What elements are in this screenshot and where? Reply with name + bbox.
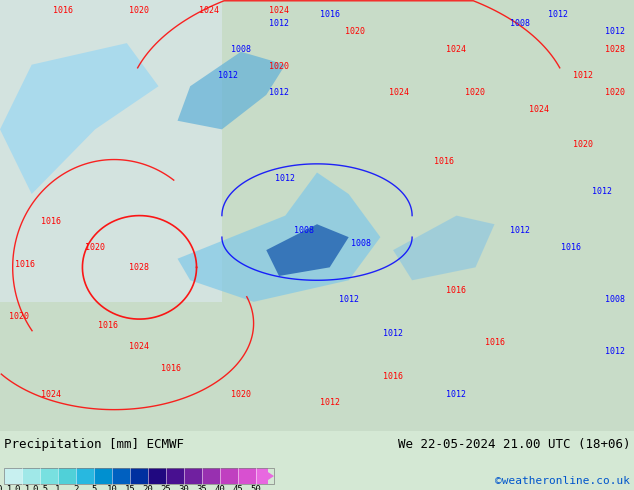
Text: 1024: 1024 <box>129 343 150 351</box>
Text: 1024: 1024 <box>41 390 61 399</box>
Text: 1012: 1012 <box>275 174 295 183</box>
Text: 1028: 1028 <box>129 263 150 272</box>
FancyArrow shape <box>202 468 220 484</box>
FancyArrow shape <box>238 468 256 484</box>
Text: 1016: 1016 <box>446 286 467 295</box>
Text: 1024: 1024 <box>446 45 467 54</box>
Text: 1012: 1012 <box>320 398 340 407</box>
Text: 0.5: 0.5 <box>32 485 48 490</box>
Text: 1: 1 <box>55 485 61 490</box>
FancyArrow shape <box>58 468 76 484</box>
Text: 1028: 1028 <box>605 45 625 54</box>
Polygon shape <box>0 0 222 302</box>
Text: 30: 30 <box>179 485 190 490</box>
Text: 25: 25 <box>160 485 171 490</box>
Text: 1020: 1020 <box>231 390 251 399</box>
Text: 1024: 1024 <box>199 6 219 15</box>
Text: 10: 10 <box>107 485 117 490</box>
Polygon shape <box>266 224 349 276</box>
Text: 1016: 1016 <box>484 338 505 347</box>
Text: ©weatheronline.co.uk: ©weatheronline.co.uk <box>495 476 630 486</box>
Text: 1016: 1016 <box>560 243 581 252</box>
Text: 1012: 1012 <box>548 10 568 19</box>
Text: 1016: 1016 <box>53 6 74 15</box>
Text: 1016: 1016 <box>434 157 454 166</box>
Text: 1012: 1012 <box>446 390 467 399</box>
FancyArrow shape <box>166 468 184 484</box>
Text: 0.1: 0.1 <box>14 485 30 490</box>
Text: 1020: 1020 <box>573 140 593 148</box>
Text: 1012: 1012 <box>573 71 593 79</box>
Text: 1012: 1012 <box>383 329 403 338</box>
Text: 1020: 1020 <box>269 62 289 71</box>
FancyArrow shape <box>148 468 166 484</box>
Text: 40: 40 <box>215 485 225 490</box>
Text: 0.1: 0.1 <box>0 485 12 490</box>
Text: 50: 50 <box>250 485 261 490</box>
Text: 1012: 1012 <box>218 71 238 79</box>
FancyArrow shape <box>76 468 94 484</box>
Text: 1024: 1024 <box>269 6 289 15</box>
FancyArrow shape <box>22 468 40 484</box>
Text: 1008: 1008 <box>351 239 372 248</box>
Text: 1024: 1024 <box>389 88 410 97</box>
Text: 1008: 1008 <box>294 226 314 235</box>
Polygon shape <box>393 216 495 280</box>
Text: 1016: 1016 <box>98 321 118 330</box>
FancyArrow shape <box>256 468 274 484</box>
Text: 1020: 1020 <box>9 312 29 321</box>
Text: 1012: 1012 <box>269 88 289 97</box>
FancyArrow shape <box>4 468 22 484</box>
FancyArrow shape <box>184 468 202 484</box>
FancyArrow shape <box>220 468 238 484</box>
Polygon shape <box>0 43 158 194</box>
Text: 5: 5 <box>91 485 97 490</box>
Polygon shape <box>178 172 380 302</box>
Text: 1020: 1020 <box>605 88 625 97</box>
FancyArrow shape <box>94 468 112 484</box>
Text: 1012: 1012 <box>269 19 289 28</box>
Text: 1020: 1020 <box>85 243 105 252</box>
Bar <box>4 468 274 484</box>
Polygon shape <box>178 52 285 129</box>
Text: 1020: 1020 <box>129 6 150 15</box>
FancyArrow shape <box>130 468 148 484</box>
Text: 1012: 1012 <box>592 187 612 196</box>
Text: 1024: 1024 <box>529 105 549 114</box>
Text: 1020: 1020 <box>345 27 365 36</box>
Text: 1016: 1016 <box>161 364 181 373</box>
Text: 1012: 1012 <box>605 27 625 36</box>
Text: 45: 45 <box>233 485 243 490</box>
FancyArrow shape <box>112 468 130 484</box>
Text: Precipitation [mm] ECMWF: Precipitation [mm] ECMWF <box>4 438 184 451</box>
Text: 1020: 1020 <box>465 88 486 97</box>
Text: 2: 2 <box>74 485 79 490</box>
Text: 1016: 1016 <box>383 372 403 381</box>
Text: 1012: 1012 <box>510 226 530 235</box>
Text: 1016: 1016 <box>41 217 61 226</box>
Text: 1012: 1012 <box>605 346 625 356</box>
Text: We 22-05-2024 21.00 UTC (18+06): We 22-05-2024 21.00 UTC (18+06) <box>398 438 630 451</box>
Text: 1008: 1008 <box>231 45 251 54</box>
Text: 35: 35 <box>197 485 207 490</box>
Text: 1016: 1016 <box>15 260 36 270</box>
Text: 20: 20 <box>143 485 153 490</box>
Text: 1008: 1008 <box>605 295 625 304</box>
Text: 15: 15 <box>125 485 136 490</box>
FancyArrow shape <box>40 468 58 484</box>
Text: 1012: 1012 <box>339 295 359 304</box>
Text: 1008: 1008 <box>510 19 530 28</box>
Text: 1016: 1016 <box>320 10 340 19</box>
